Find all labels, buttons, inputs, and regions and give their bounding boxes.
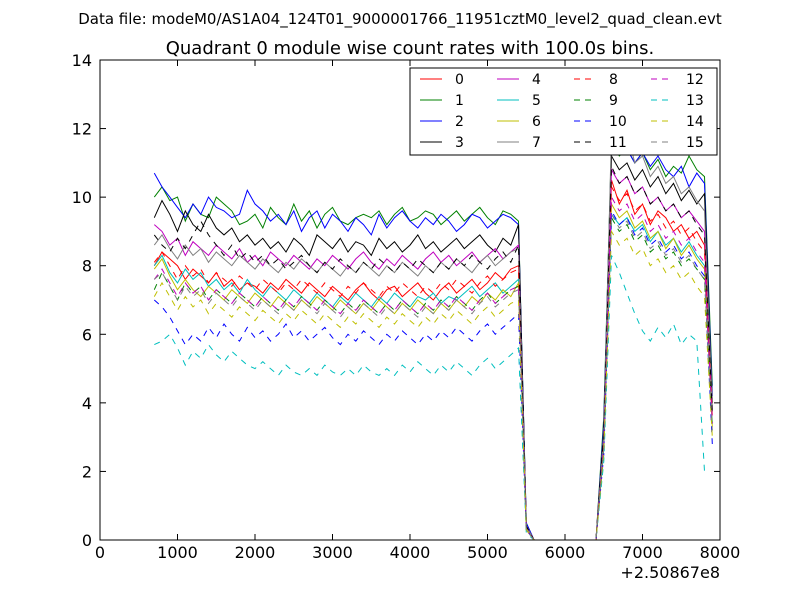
x-axis-offset-label: +2.50867e8	[620, 563, 720, 582]
legend-label-12: 12	[686, 72, 704, 88]
x-tick-label: 7000	[622, 543, 663, 562]
y-tick-label: 0	[82, 531, 92, 550]
y-tick-label: 10	[72, 188, 92, 207]
legend-label-15: 15	[686, 135, 704, 151]
legend-label-9: 9	[609, 93, 618, 109]
x-tick-label: 0	[95, 543, 105, 562]
y-tick-label: 14	[72, 51, 92, 70]
legend-label-6: 6	[532, 114, 541, 130]
legend-label-2: 2	[455, 114, 464, 130]
series-line-11	[153, 166, 713, 541]
x-tick-label: 1000	[157, 543, 198, 562]
legend-label-13: 13	[686, 93, 704, 109]
series-line-3	[153, 154, 713, 541]
legend-label-1: 1	[455, 93, 464, 109]
series-line-9	[153, 215, 713, 541]
series-line-8	[153, 185, 713, 541]
y-tick-label: 8	[82, 257, 92, 276]
x-tick-label: 6000	[545, 543, 586, 562]
series-line-15	[153, 212, 713, 541]
x-tick-label: 8000	[700, 543, 741, 562]
series-line-10	[153, 209, 713, 541]
legend-label-0: 0	[455, 72, 464, 88]
legend-label-7: 7	[532, 135, 541, 151]
legend-label-11: 11	[609, 135, 627, 151]
y-tick-label: 2	[82, 462, 92, 481]
axes-layer: 0 1000 2000 3000 4000 5000 6000 7000 80000246810…	[72, 51, 741, 562]
legend-box	[409, 67, 718, 156]
y-tick-label: 12	[72, 120, 92, 139]
series-layer	[153, 128, 713, 541]
legend-label-4: 4	[532, 72, 541, 88]
legend-label-3: 3	[455, 135, 464, 151]
legend-label-14: 14	[686, 114, 704, 130]
series-line-13	[154, 255, 705, 541]
legend-label-8: 8	[609, 72, 618, 88]
legend-label-5: 5	[532, 93, 541, 109]
y-tick-label: 4	[82, 394, 92, 413]
x-tick-label: 2000	[235, 543, 276, 562]
series-line-12	[153, 195, 713, 541]
series-line-1	[153, 140, 713, 541]
figure-suptitle: Data file: modeM0/AS1A04_124T01_90000017…	[78, 10, 722, 29]
legend-label-10: 10	[609, 114, 627, 130]
chart-title: Quadrant 0 module wise count rates with …	[166, 38, 655, 59]
series-line-14	[153, 229, 713, 541]
x-tick-label: 3000	[312, 543, 353, 562]
x-tick-label: 5000	[467, 543, 508, 562]
y-tick-label: 6	[82, 325, 92, 344]
x-tick-label: 4000	[390, 543, 431, 562]
